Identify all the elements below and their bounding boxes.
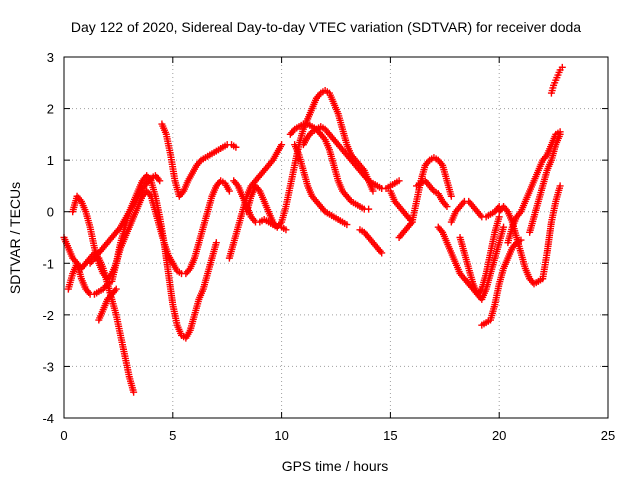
series-track-22 [504,128,564,247]
data-point [212,239,220,247]
series-track-15 [395,218,416,241]
data-point [500,223,508,231]
series-track-24 [547,63,566,97]
y-tick-label: 1 [47,153,54,168]
series-track-6 [158,120,240,200]
data-point [232,143,240,151]
data-point [443,203,451,211]
y-tick-label: 0 [47,205,54,220]
data-point [365,205,373,213]
x-tick-label: 5 [169,428,176,443]
y-tick-label: -2 [42,308,54,323]
data-points-layer [60,63,566,396]
data-point [556,182,564,190]
series-track-16 [413,177,451,211]
data-point [343,221,351,229]
y-axis-label: SDTVAR / TECUs [7,182,23,294]
x-tick-label: 15 [383,428,397,443]
data-point [278,141,286,149]
data-point [282,226,290,234]
data-point [447,192,455,200]
data-point [378,249,386,257]
series-track-7 [225,141,286,262]
data-point [225,187,233,195]
series-track-14 [386,154,455,226]
x-tick-label: 25 [601,428,615,443]
data-point [395,177,403,185]
series-track-18 [447,197,503,226]
x-tick-label: 10 [274,428,288,443]
ticks-layer: 0 5 10 15 20 25 -4 -3 -2 -1 0 1 2 3 [42,50,615,443]
series-track-19 [456,223,508,303]
series-track-10 [286,120,373,213]
x-axis-label: GPS time / hours [282,458,389,474]
data-point [408,218,416,226]
plot-frame [63,56,609,419]
data-point [112,285,120,293]
series-track-5 [95,285,120,324]
data-point [369,187,377,195]
series-track-23 [526,130,564,236]
data-point [558,63,566,71]
chart-title: Day 122 of 2020, Sidereal Day-to-day VTE… [71,19,581,35]
x-tick-label: 20 [492,428,506,443]
data-point [556,130,564,138]
y-tick-label: -4 [42,411,54,426]
series-track-12 [299,123,403,193]
x-tick-label: 0 [60,428,67,443]
series-track-13 [356,226,386,257]
y-tick-label: 2 [47,102,54,117]
data-point [130,388,138,396]
y-tick-label: 3 [47,50,54,65]
y-tick-label: -1 [42,256,54,271]
series-track-11 [291,141,351,229]
series-track-4 [86,172,164,267]
data-point [156,177,164,185]
y-tick-label: -3 [42,359,54,374]
